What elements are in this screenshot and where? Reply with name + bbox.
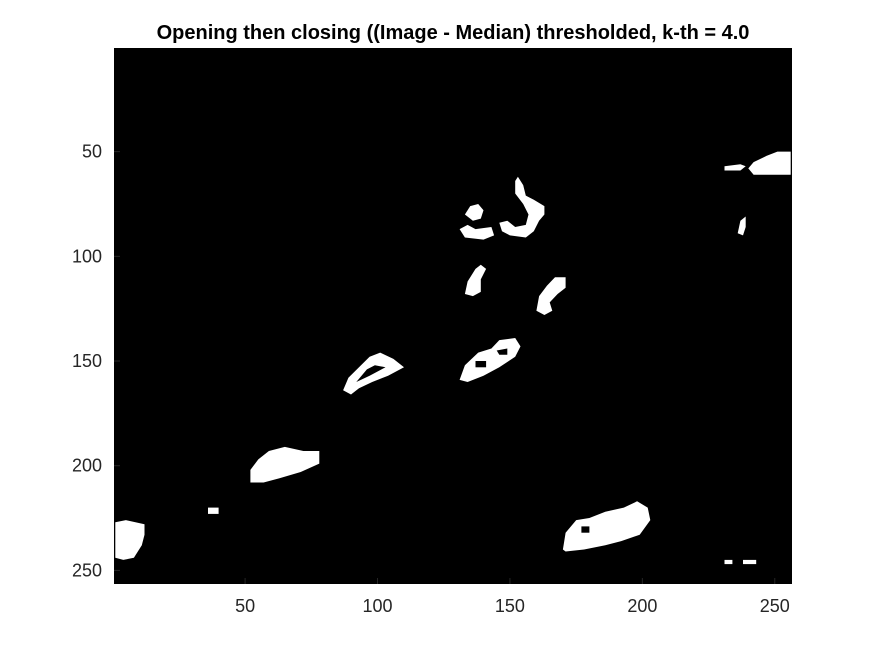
x-tick-label: 100	[362, 596, 392, 616]
blob-14	[562, 501, 651, 552]
y-tick-label: 100	[72, 246, 102, 266]
blob-5	[459, 224, 495, 240]
x-tick-label: 150	[495, 596, 525, 616]
blob-13	[115, 520, 145, 560]
blob-6	[499, 176, 545, 238]
hole-layer	[356, 348, 590, 533]
blob-11	[250, 446, 320, 483]
chart-title: Opening then closing ((Image - Median) t…	[157, 22, 750, 44]
y-axis: 50 100 150 200 250	[72, 142, 120, 580]
blob-12	[208, 507, 219, 514]
hole-1	[356, 365, 386, 382]
blob-3	[737, 216, 746, 236]
y-tick-label: 50	[82, 142, 102, 162]
blob-8	[536, 277, 566, 315]
blob-2	[748, 151, 791, 175]
blob-1	[724, 164, 746, 171]
plot-area	[114, 48, 792, 584]
x-tick-label: 200	[627, 596, 657, 616]
x-tick-label: 50	[235, 596, 255, 616]
hole-3	[496, 348, 508, 355]
blob-16	[743, 559, 757, 565]
y-tick-label: 250	[72, 560, 102, 580]
hole-4	[581, 526, 590, 533]
blob-7	[464, 264, 487, 297]
y-tick-label: 150	[72, 351, 102, 371]
image-background	[114, 48, 792, 584]
y-tick-label: 200	[72, 456, 102, 476]
blob-4	[464, 204, 484, 221]
x-axis: 50 100 150 200 250	[235, 578, 790, 616]
x-tick-label: 250	[760, 596, 790, 616]
blob-15	[724, 559, 733, 565]
hole-2	[475, 361, 487, 368]
